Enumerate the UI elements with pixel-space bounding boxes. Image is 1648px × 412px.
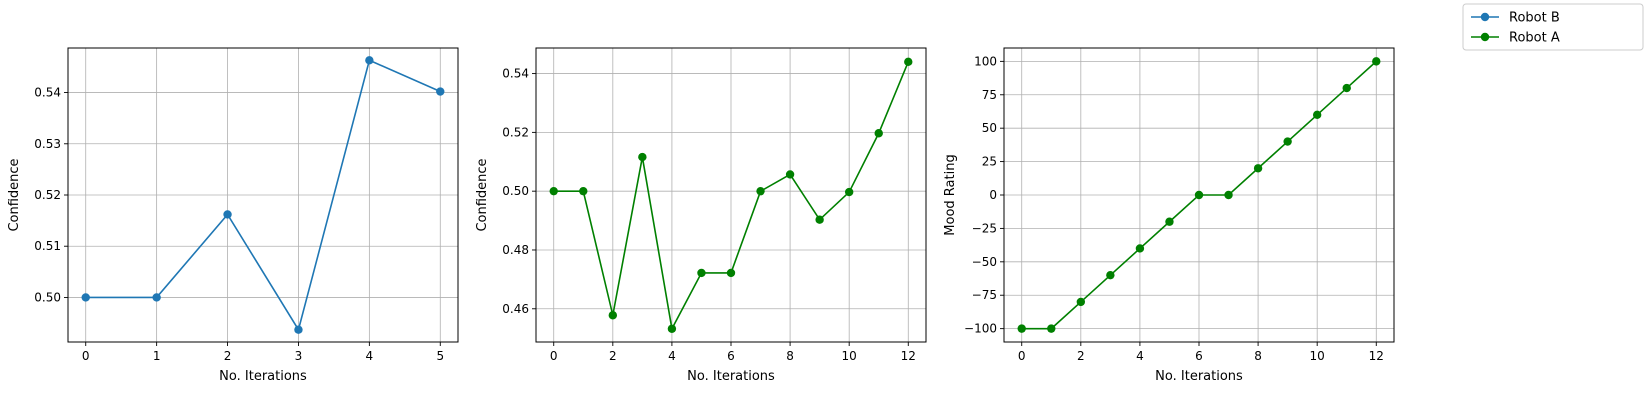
x-tick-label: 8 xyxy=(1254,349,1262,363)
y-tick-label: 0.51 xyxy=(34,239,61,253)
data-point xyxy=(1106,270,1115,280)
data-point xyxy=(1224,190,1233,200)
data-point xyxy=(874,129,883,138)
y-axis-label: Confidence xyxy=(475,158,490,231)
y-tick-label: 0.54 xyxy=(502,67,529,81)
x-tick-label: 4 xyxy=(366,349,374,363)
y-tick-label: 0.50 xyxy=(34,290,61,304)
x-tick-label: 10 xyxy=(842,349,857,363)
y-tick-label: 50 xyxy=(982,121,997,135)
x-tick-label: 0 xyxy=(550,349,558,363)
data-point xyxy=(579,186,588,196)
data-point xyxy=(294,325,303,334)
data-point xyxy=(844,187,854,197)
y-tick-label: 0 xyxy=(989,188,997,202)
data-point xyxy=(756,186,765,196)
x-tick-label: 0 xyxy=(1018,349,1026,363)
data-point xyxy=(1253,164,1263,173)
data-point xyxy=(815,215,824,224)
legend-box xyxy=(1462,3,1644,51)
y-tick-label: 0.53 xyxy=(34,137,61,151)
x-tick-label: 4 xyxy=(668,349,676,363)
y-tick-label: 0.52 xyxy=(34,188,61,202)
data-point xyxy=(667,324,677,333)
x-axis-label: No. Iterations xyxy=(687,369,775,384)
data-point xyxy=(549,186,558,196)
data-point xyxy=(436,87,445,96)
data-point xyxy=(223,210,232,219)
x-tick-label: 3 xyxy=(295,349,303,363)
x-tick-label: 4 xyxy=(1136,349,1144,363)
x-tick-label: 5 xyxy=(436,349,444,363)
data-point xyxy=(904,57,913,67)
data-point xyxy=(1135,244,1145,253)
data-point xyxy=(1194,190,1204,200)
chart-panel-3: 0 2 4 6 8 10 12 −100 −75 −50 −25 0 25 50 75 100 No. Iter… xyxy=(943,47,1395,384)
y-tick-label: −25 xyxy=(972,221,997,235)
legend-marker-swatch xyxy=(1480,32,1490,42)
x-tick-label: 2 xyxy=(609,349,617,363)
x-tick-label: 6 xyxy=(727,349,735,363)
chart-panel-2: 0 2 4 6 8 10 12 0.46 0.48 0.50 0.52 0.54 No. Iterati… xyxy=(475,47,927,384)
y-axis-label: Confidence xyxy=(7,158,22,231)
y-tick-label: 0.48 xyxy=(502,243,529,257)
x-tick-label: 12 xyxy=(1369,349,1384,363)
x-tick-label: 8 xyxy=(786,349,794,363)
legend: Robot B Robot A xyxy=(1462,3,1644,51)
y-tick-label: 0.52 xyxy=(502,125,529,139)
series-line xyxy=(85,59,441,332)
x-tick-label: 12 xyxy=(901,349,916,363)
data-point xyxy=(1283,137,1292,146)
x-tick-label: 2 xyxy=(224,349,232,363)
chart-panel-1: 0 1 2 3 4 5 0.50 0.51 0.52 0.53 0.54 No. Iterations… xyxy=(7,47,459,384)
data-point xyxy=(81,293,90,302)
legend-label: Robot A xyxy=(1509,31,1560,46)
x-tick-label: 6 xyxy=(1195,349,1203,363)
legend-marker-swatch xyxy=(1480,12,1490,22)
x-tick-label: 0 xyxy=(82,349,90,363)
y-tick-label: 0.54 xyxy=(34,86,61,100)
x-axis-label: No. Iterations xyxy=(1155,369,1243,384)
x-tick-label: 2 xyxy=(1077,349,1085,363)
data-point xyxy=(152,293,161,302)
y-tick-label: 100 xyxy=(974,54,997,68)
x-tick-label: 1 xyxy=(153,349,161,363)
data-point xyxy=(1165,217,1174,226)
data-point xyxy=(608,311,618,320)
y-tick-label: −100 xyxy=(964,322,997,336)
x-axis-label: No. Iterations xyxy=(219,369,307,384)
data-point xyxy=(1342,83,1351,93)
data-point xyxy=(365,56,374,65)
y-tick-label: 25 xyxy=(982,155,997,169)
y-tick-label: −50 xyxy=(972,255,997,269)
data-point xyxy=(1372,57,1381,66)
y-axis-label: Mood Rating xyxy=(943,154,958,235)
data-point xyxy=(1076,297,1086,307)
legend-label: Robot B xyxy=(1509,11,1560,26)
x-tick-label: 10 xyxy=(1310,349,1325,363)
data-point xyxy=(638,152,647,162)
data-point xyxy=(1312,110,1322,120)
data-point xyxy=(1047,324,1056,333)
data-point xyxy=(726,268,736,278)
data-point xyxy=(697,268,706,278)
data-point xyxy=(1017,324,1026,333)
data-point xyxy=(785,170,795,179)
y-tick-label: −75 xyxy=(972,288,997,302)
y-tick-label: 0.46 xyxy=(502,302,529,316)
y-tick-label: 75 xyxy=(982,88,997,102)
y-tick-label: 0.50 xyxy=(502,184,529,198)
